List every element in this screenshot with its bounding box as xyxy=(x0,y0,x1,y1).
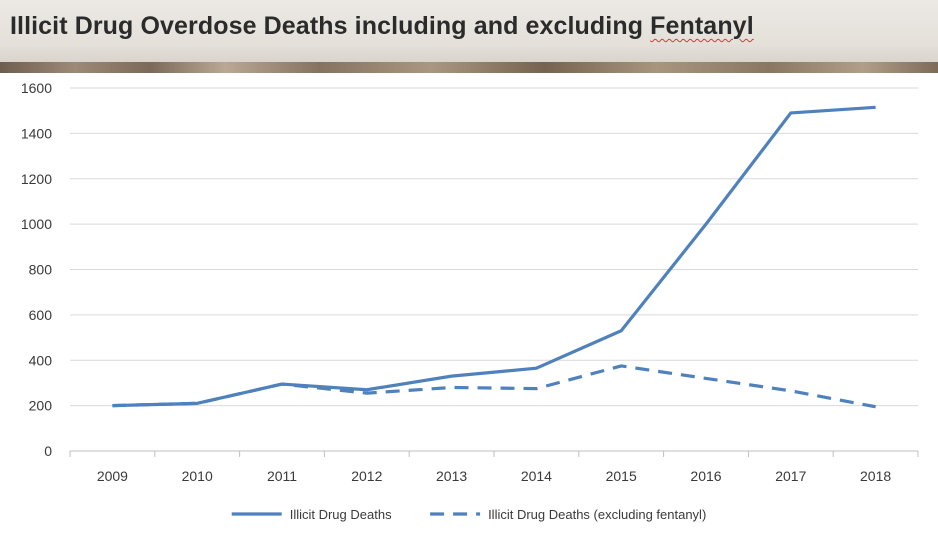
title-flagged-word: Fentanyl xyxy=(650,12,754,40)
chart-area: 0 200 400 600 800 1000 1200 1400 1600 2009 2010 201… xyxy=(0,73,938,534)
x-tick-label: 2013 xyxy=(436,468,467,484)
title-bar: Illicit Drug Overdose Deaths including a… xyxy=(0,0,938,62)
y-tick-label: 600 xyxy=(29,307,53,323)
y-tick-label: 800 xyxy=(29,262,53,278)
y-tick-label: 1200 xyxy=(21,171,52,187)
x-tick-label: 2012 xyxy=(351,468,382,484)
x-tick-label: 2010 xyxy=(182,468,213,484)
y-tick-label: 400 xyxy=(29,352,53,368)
x-tick-label: 2018 xyxy=(860,468,891,484)
title-main-text: Illicit Drug Overdose Deaths including a… xyxy=(10,12,651,40)
legend-label: Illicit Drug Deaths (excluding fentanyl) xyxy=(488,507,706,522)
x-tick-label: 2009 xyxy=(97,468,128,484)
series-line-illicit-drug-deaths xyxy=(112,105,876,408)
x-tick-label: 2016 xyxy=(690,468,721,484)
x-tick-label: 2014 xyxy=(521,468,552,484)
legend-label: Illicit Drug Deaths xyxy=(290,507,392,522)
y-tick-label: 0 xyxy=(44,443,52,459)
y-tick-label: 200 xyxy=(29,398,53,414)
x-tick-label: 2015 xyxy=(606,468,637,484)
y-tick-label: 1000 xyxy=(21,216,52,232)
y-tick-label: 1600 xyxy=(21,80,52,96)
x-tick-label: 2017 xyxy=(775,468,806,484)
chart-title: Illicit Drug Overdose Deaths including a… xyxy=(10,12,754,41)
decorative-divider-band xyxy=(0,62,938,73)
line-chart: 0 200 400 600 800 1000 1200 1400 1600 2009 2010 201… xyxy=(21,80,919,522)
x-tick-label: 2011 xyxy=(267,468,297,484)
y-tick-label: 1400 xyxy=(21,125,52,141)
